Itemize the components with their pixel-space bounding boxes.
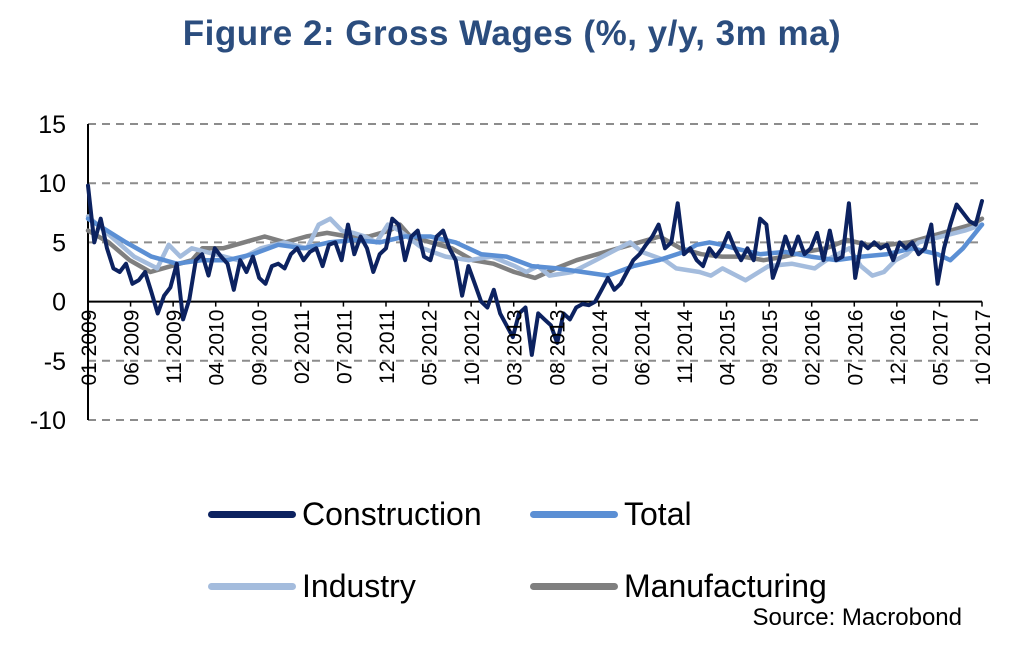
chart-title: Figure 2: Gross Wages (%, y/y, 3m ma) <box>182 14 842 53</box>
source-note: Source: Macrobond <box>752 604 962 631</box>
series-lines <box>85 183 985 357</box>
x-tick-label: 05 2012 <box>419 310 442 386</box>
x-tick-label: 02 2011 <box>291 310 314 384</box>
x-tick-label: 04 2015 <box>717 310 740 386</box>
x-tick-labels: 01 2009 06 2009 11 2009 04 2010 09 2010 02 20… <box>78 309 995 385</box>
x-tick-label: 03 2013 <box>504 310 527 386</box>
y-tick-label: -5 <box>44 348 66 376</box>
x-tick-label: 06 2009 <box>121 310 144 386</box>
legend-label-manufacturing: Manufacturing <box>624 567 827 604</box>
x-tick-label: 08 2013 <box>546 310 569 386</box>
x-tick-label: 02 2016 <box>802 310 825 386</box>
axes <box>87 124 983 420</box>
y-tick-label: 0 <box>52 289 66 317</box>
legend-swatch-industry <box>208 582 296 590</box>
series-line-construction <box>86 183 984 357</box>
x-tick-label: 04 2010 <box>206 310 229 386</box>
y-tick-label: 5 <box>52 229 66 257</box>
x-tick-label: 10 2012 <box>461 310 484 386</box>
legend-manufacturing: Manufacturing <box>530 566 827 606</box>
y-tick-label: 10 <box>38 170 66 198</box>
legend-total: Total <box>530 494 692 534</box>
x-tick-label: 06 2014 <box>631 309 654 385</box>
x-tick-label: 11 2009 <box>163 310 186 384</box>
legend-label-construction: Construction <box>302 495 482 532</box>
x-tick-label: 09 2015 <box>759 310 782 386</box>
legend-swatch-manufacturing <box>530 582 618 590</box>
x-tick-label: 12 2011 <box>376 310 399 384</box>
legend-industry: Industry <box>208 566 416 606</box>
legend-swatch-total <box>530 510 618 518</box>
legend-label-industry: Industry <box>302 567 416 604</box>
x-tick-label: 11 2014 <box>674 309 697 384</box>
x-tick-label: 10 2017 <box>972 310 995 386</box>
x-tick-label: 05 2017 <box>929 310 952 386</box>
legend-label-total: Total <box>624 495 692 532</box>
x-tick-label: 12 2016 <box>887 310 910 386</box>
legend-swatch-construction <box>208 510 296 518</box>
y-tick-label: -10 <box>30 407 66 435</box>
x-tick-label: 09 2010 <box>248 310 271 386</box>
y-tick-labels: -10 -5 0 5 10 15 <box>30 111 66 435</box>
x-tick-label: 07 2016 <box>844 310 867 386</box>
series-line-manufacturing <box>85 216 985 281</box>
legend-construction: Construction <box>208 494 482 534</box>
x-tick-label: 01 2009 <box>78 310 101 386</box>
x-tick-label: 01 2014 <box>589 309 612 385</box>
y-tick-label: 15 <box>38 111 66 139</box>
x-tick-label: 07 2011 <box>333 310 356 384</box>
